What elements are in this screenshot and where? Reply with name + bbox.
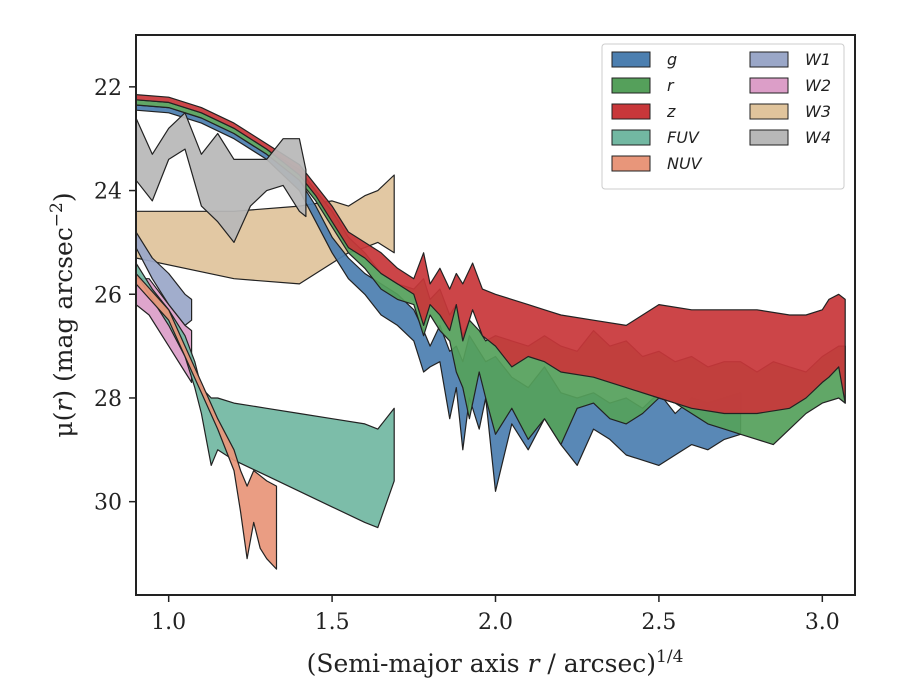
x-axis-title-var: r [528, 649, 542, 678]
x-axis-title: (Semi-major axis r / arcsec)1/4 [307, 647, 684, 678]
series-area-w1 [136, 231, 193, 326]
legend-label-w2: W2 [805, 76, 831, 95]
legend-swatch-w1 [749, 51, 789, 68]
series-area-z [136, 94, 846, 415]
x-axis-title-tail: / arcsec) [539, 649, 656, 678]
x-tick-label: 1.0 [151, 610, 186, 635]
x-axis-title-exponent: 1/4 [656, 647, 683, 667]
legend-swatch-w3 [749, 103, 789, 120]
series-area-w4 [136, 112, 307, 243]
legend-swatch-r [611, 77, 651, 94]
y-axis-title-close: ) [49, 192, 78, 202]
y-axis-title-post: ) (mag arcsec [49, 227, 78, 400]
y-tick-label: 24 [94, 180, 122, 205]
legend-label-w1: W1 [805, 50, 831, 69]
legend-label-g: g [667, 50, 677, 69]
y-tick-label: 28 [94, 387, 122, 412]
legend-swatch-w4 [749, 129, 789, 146]
legend-swatch-w2 [749, 77, 789, 94]
plot-area [136, 94, 846, 570]
legend-label-w3: W3 [805, 102, 831, 121]
legend-label-r: r [667, 76, 675, 95]
legend-swatch-fuv [611, 129, 651, 146]
y-axis-title-exponent: −2 [47, 202, 67, 227]
x-tick-label: 3.0 [805, 610, 840, 635]
y-tick-label: 30 [94, 491, 122, 516]
legend-label-nuv: NUV [667, 154, 703, 173]
y-axis: 22 24 26 28 30 [94, 76, 136, 516]
y-axis-title: μ(r) (mag arcsec−2) [47, 192, 78, 437]
legend-swatch-z [611, 103, 651, 120]
x-tick-label: 2.0 [478, 610, 513, 635]
series-area-w2 [136, 278, 193, 383]
y-axis-title-pre: μ( [49, 412, 78, 438]
x-axis: 1.0 1.5 2.0 2.5 3.0 [151, 595, 840, 635]
y-tick-label: 26 [94, 283, 122, 308]
legend-swatch-g [611, 51, 651, 68]
y-tick-label: 22 [94, 76, 122, 101]
y-axis-title-var: r [49, 398, 78, 412]
legend-label-z: z [666, 102, 676, 121]
legend-swatch-nuv [611, 155, 651, 172]
x-tick-label: 1.5 [315, 610, 350, 635]
legend-label-w4: W4 [805, 128, 831, 147]
x-tick-label: 2.5 [641, 610, 676, 635]
x-axis-title-main: (Semi-major axis [307, 649, 528, 678]
series-area-nuv [136, 272, 278, 570]
legend: grz FUV NUV W1 W2 W3 W4 [601, 43, 845, 190]
legend-label-fuv: FUV [667, 128, 700, 147]
